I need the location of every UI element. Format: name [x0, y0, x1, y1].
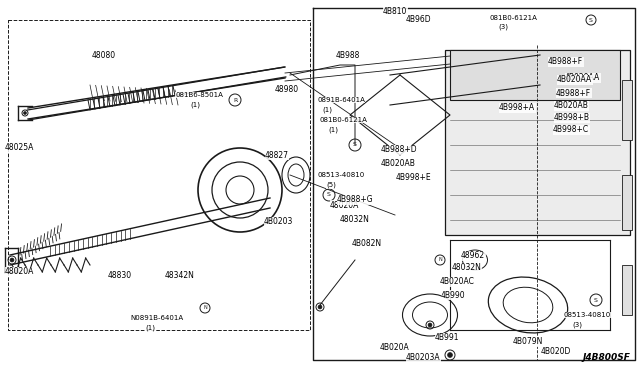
Text: (1): (1)	[328, 127, 338, 133]
Text: S: S	[589, 17, 593, 22]
Text: 48032N: 48032N	[452, 263, 482, 273]
Text: 4B988+F: 4B988+F	[556, 89, 591, 97]
Text: S: S	[353, 142, 357, 148]
Text: 48980: 48980	[275, 86, 299, 94]
Text: 4B998+C: 4B998+C	[553, 125, 589, 135]
Circle shape	[24, 112, 26, 115]
Text: (1): (1)	[145, 325, 155, 331]
Text: N: N	[203, 305, 207, 310]
Text: 4B0203A: 4B0203A	[406, 353, 440, 362]
Text: 0891B-6401A: 0891B-6401A	[317, 97, 365, 103]
Text: 4B988: 4B988	[336, 51, 360, 60]
Text: J4B800SF: J4B800SF	[582, 353, 630, 362]
Text: 48032N: 48032N	[340, 215, 370, 224]
Bar	[622, 80, 632, 140]
Text: 4B020A: 4B020A	[380, 343, 410, 353]
Text: 48025A: 48025A	[5, 144, 35, 153]
Text: 081B0-6121A: 081B0-6121A	[490, 15, 538, 21]
Text: 48827: 48827	[265, 151, 289, 160]
Text: S: S	[594, 298, 598, 302]
Text: (1): (1)	[322, 107, 332, 113]
Text: 48342N: 48342N	[165, 270, 195, 279]
Text: 4B990: 4B990	[441, 291, 466, 299]
Text: 4B998+E: 4B998+E	[396, 173, 431, 183]
Text: N0891B-6401A: N0891B-6401A	[130, 315, 183, 321]
Text: 4B998+A: 4B998+A	[499, 103, 535, 112]
Text: 4B998+B: 4B998+B	[554, 113, 590, 122]
Text: 08513-40810: 08513-40810	[318, 172, 365, 178]
Text: 4B988+F: 4B988+F	[548, 58, 583, 67]
Text: 4B020AA: 4B020AA	[557, 76, 592, 84]
Bar	[622, 175, 632, 230]
Text: 08513-40810: 08513-40810	[564, 312, 611, 318]
Circle shape	[428, 323, 432, 327]
Text: 48020A: 48020A	[330, 201, 360, 209]
Text: R: R	[233, 97, 237, 103]
Bar	[445, 50, 630, 235]
Text: 4B020AC: 4B020AC	[440, 278, 475, 286]
Text: 081B0-6121A: 081B0-6121A	[320, 117, 368, 123]
Circle shape	[10, 258, 14, 262]
Text: 48080: 48080	[92, 51, 116, 60]
Text: 4B96D: 4B96D	[406, 16, 431, 25]
Text: (1): (1)	[190, 102, 200, 108]
Text: 4B988+D: 4B988+D	[381, 145, 418, 154]
Text: 4B810: 4B810	[383, 7, 408, 16]
Text: 4B079N: 4B079N	[513, 337, 543, 346]
Text: 4B020D: 4B020D	[541, 346, 572, 356]
Text: 4B020AA: 4B020AA	[565, 74, 600, 83]
Text: 48962: 48962	[461, 251, 485, 260]
Text: 4B020AB: 4B020AB	[554, 102, 589, 110]
Text: 48020A: 48020A	[5, 267, 35, 276]
Text: 4B082N: 4B082N	[352, 238, 382, 247]
Text: 48830: 48830	[108, 270, 132, 279]
Text: (5): (5)	[326, 182, 336, 188]
Text: (3): (3)	[498, 24, 508, 30]
Circle shape	[447, 353, 452, 357]
Text: 4B991: 4B991	[435, 334, 460, 343]
Text: 4B0203: 4B0203	[264, 218, 293, 227]
Text: 4B020AB: 4B020AB	[381, 158, 416, 167]
Bar	[622, 265, 632, 315]
Polygon shape	[450, 50, 620, 100]
Circle shape	[318, 305, 322, 309]
Text: 081B6-8501A: 081B6-8501A	[175, 92, 223, 98]
Text: 4B988+G: 4B988+G	[337, 196, 374, 205]
Text: (3): (3)	[572, 322, 582, 328]
Text: S: S	[327, 192, 331, 198]
Text: N: N	[438, 257, 442, 262]
